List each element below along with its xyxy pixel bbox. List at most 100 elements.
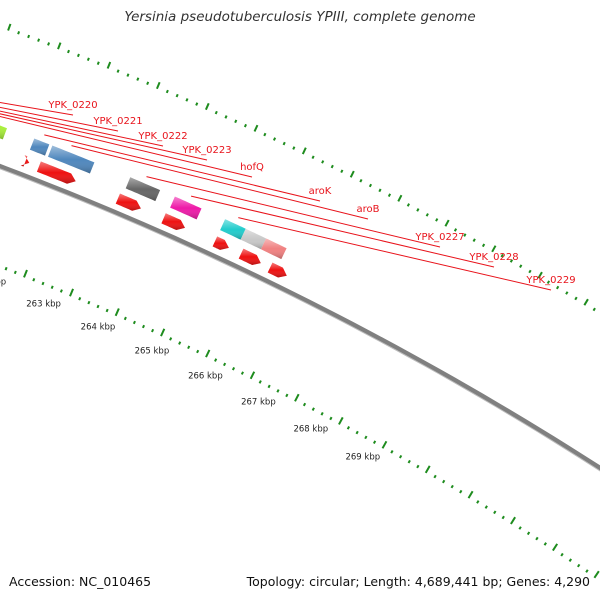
scale-tick bbox=[223, 362, 227, 367]
scale-tick bbox=[214, 358, 218, 362]
scale-tick bbox=[78, 296, 82, 301]
outer-tick bbox=[537, 271, 543, 279]
outer-tick bbox=[311, 155, 315, 160]
scale-tick bbox=[329, 416, 333, 421]
outer-tick bbox=[146, 81, 150, 86]
outer-tick bbox=[406, 203, 410, 207]
gene-block-0229-shade bbox=[220, 219, 246, 240]
scale-tick bbox=[526, 531, 531, 536]
outer-tick bbox=[136, 77, 140, 81]
outer-tick bbox=[224, 115, 228, 119]
scale-tick bbox=[568, 558, 573, 562]
outer-tick bbox=[368, 183, 373, 188]
outer-tick bbox=[463, 233, 467, 237]
scale-tick bbox=[258, 380, 262, 384]
outer-tick bbox=[86, 57, 90, 62]
scale-tick bbox=[467, 490, 474, 499]
outer-tick bbox=[204, 102, 210, 111]
scale-tick bbox=[187, 345, 191, 350]
gene-label[interactable]: YPK_0229 bbox=[525, 275, 575, 286]
gene-label[interactable]: YPK_0222 bbox=[137, 131, 187, 142]
scale-tick bbox=[372, 440, 377, 444]
callout-line bbox=[0, 101, 74, 116]
scale-tick bbox=[302, 402, 307, 407]
callout-line bbox=[238, 217, 552, 291]
outer-tick bbox=[546, 280, 551, 284]
scale-tick bbox=[59, 289, 63, 293]
scale-label: 264 kbp bbox=[81, 323, 116, 333]
scale-tick bbox=[169, 337, 173, 341]
scale-tick bbox=[123, 316, 127, 321]
outer-tick bbox=[67, 49, 70, 54]
outer-tick bbox=[292, 146, 296, 150]
gene-label[interactable]: aroK bbox=[309, 186, 332, 197]
outer-tick bbox=[509, 259, 514, 263]
gene-arrow-lower-shade bbox=[212, 236, 229, 250]
scale-tick bbox=[32, 277, 36, 282]
scale-tick bbox=[87, 300, 91, 305]
scale-tick bbox=[493, 510, 497, 515]
gene-label[interactable]: YPK_0227 bbox=[414, 232, 464, 243]
outer-tick bbox=[574, 296, 578, 301]
scale-tick bbox=[560, 552, 564, 557]
outer-tick bbox=[7, 23, 12, 31]
outer-tick bbox=[321, 160, 325, 164]
scale-label: 266 kbp bbox=[188, 372, 223, 382]
accession-text: Accession: NC_010465 bbox=[9, 574, 152, 589]
callout-line bbox=[0, 116, 253, 178]
callout-line bbox=[0, 113, 208, 161]
scale-tick bbox=[13, 270, 17, 275]
scale-tick bbox=[276, 389, 280, 393]
scale-tick bbox=[151, 328, 155, 333]
gene-label[interactable]: YPK_0223 bbox=[181, 145, 231, 156]
outer-tick bbox=[234, 119, 238, 124]
scale-tick-track bbox=[4, 266, 600, 579]
scale-label: 269 kbp bbox=[345, 453, 380, 463]
gene-block-0227-shade bbox=[125, 177, 161, 202]
outer-tick bbox=[519, 264, 523, 269]
feature-layer[interactable] bbox=[0, 67, 287, 278]
callout-line bbox=[0, 110, 164, 147]
gene-label[interactable]: hofQ bbox=[240, 162, 264, 173]
scale-tick bbox=[178, 341, 182, 345]
gene-block-hofq-shade bbox=[0, 125, 7, 140]
scale-tick bbox=[41, 281, 45, 286]
scale-tick bbox=[552, 543, 559, 552]
gene-label[interactable]: aroB bbox=[357, 204, 380, 215]
outer-tick bbox=[106, 61, 112, 69]
scale-tick bbox=[484, 505, 488, 509]
outer-tick bbox=[96, 61, 100, 65]
scale-tick bbox=[240, 371, 244, 375]
outer-tick bbox=[253, 124, 259, 132]
map-title: Yersinia pseudotuberculosis YPIII, compl… bbox=[124, 9, 476, 25]
outer-tick bbox=[156, 81, 161, 90]
gene-label[interactable]: YPK_0228 bbox=[468, 252, 518, 263]
scale-tick bbox=[416, 464, 420, 469]
genome-backbone bbox=[0, 163, 600, 472]
gene-label[interactable]: YPK_0221 bbox=[92, 116, 142, 127]
scale-tick bbox=[231, 366, 236, 371]
outer-tick bbox=[301, 147, 307, 155]
outer-tick bbox=[185, 98, 189, 102]
scale-tick bbox=[285, 393, 289, 398]
scale-tick bbox=[141, 324, 146, 329]
scale-tick bbox=[294, 393, 300, 402]
scale-tick bbox=[114, 308, 120, 317]
scale-tick bbox=[338, 416, 344, 425]
gene-label[interactable]: YPK_0220 bbox=[47, 100, 97, 111]
outer-tick bbox=[583, 298, 589, 306]
callout-line bbox=[44, 134, 321, 202]
scale-tick bbox=[593, 570, 600, 579]
outer-tick bbox=[243, 123, 247, 128]
outer-tick bbox=[349, 170, 355, 178]
outer-tick bbox=[27, 34, 31, 39]
outer-tick bbox=[126, 73, 130, 77]
outer-tick bbox=[378, 188, 382, 193]
gene-arrow-lower-shade bbox=[161, 213, 185, 230]
outer-tick bbox=[214, 110, 218, 115]
scale-tick bbox=[576, 563, 581, 568]
scale-tick bbox=[346, 426, 351, 430]
scale-tick bbox=[407, 459, 411, 464]
